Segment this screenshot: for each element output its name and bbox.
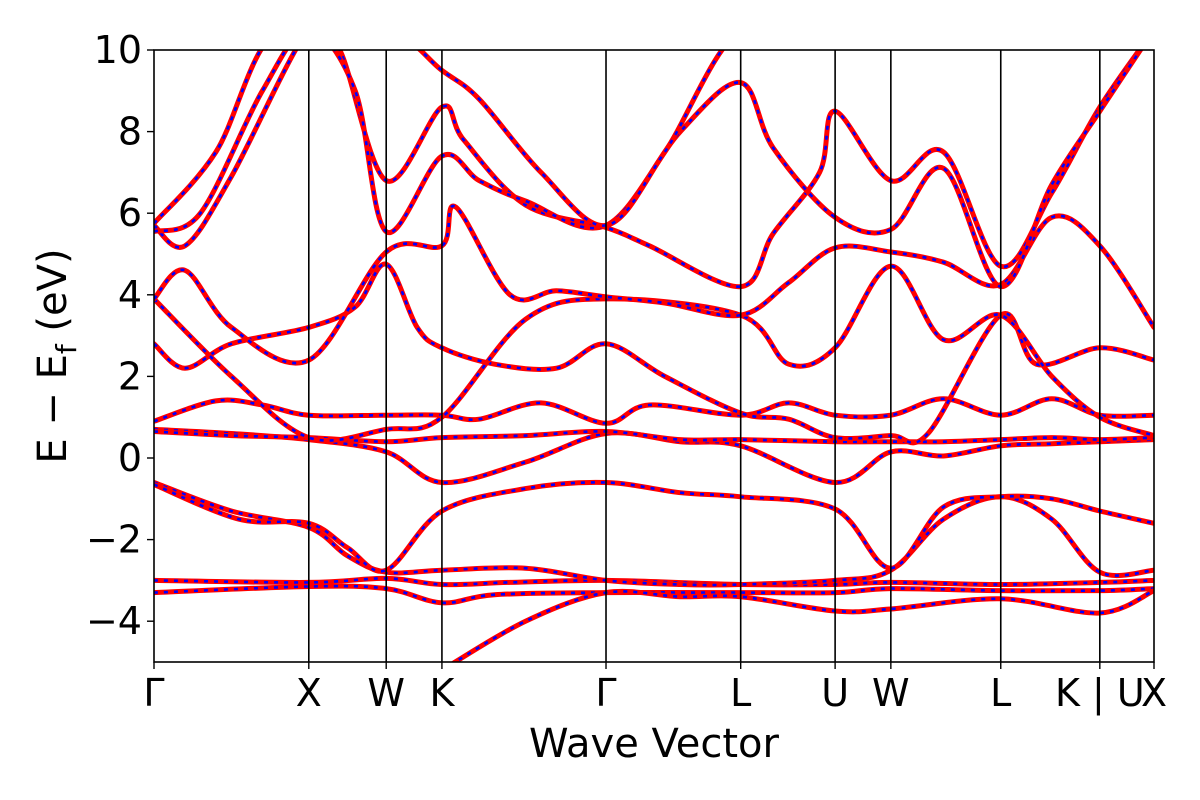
x-tick-label: Γ	[143, 671, 164, 715]
band-8-dashed-line	[154, 262, 1154, 445]
high-symmetry-lines	[307, 50, 1101, 662]
x-tick-label: K | U	[1055, 671, 1145, 716]
plot-frame	[153, 49, 1155, 663]
x-tick-label: W	[872, 671, 910, 715]
x-tick-label: K	[429, 671, 455, 715]
y-axis: −4 −2 0 2 4 6 8 10	[86, 28, 154, 643]
x-tick-label: Γ	[595, 671, 616, 715]
y-tick-label: 8	[118, 110, 142, 154]
band-5-dashed-line	[154, 428, 1154, 484]
y-axis-label-unit: (eV)	[30, 248, 76, 344]
band-11-dashed-line	[154, 50, 1141, 288]
y-tick-label: 10	[94, 28, 142, 72]
x-tick-label: U	[821, 671, 849, 715]
y-tick-label: −2	[86, 518, 142, 562]
x-tick-label: X	[296, 671, 322, 715]
band-10-dashed-line	[154, 204, 1154, 365]
x-tick-label: X	[1141, 671, 1167, 715]
y-tick-label: 4	[118, 273, 142, 317]
y-tick-label: −4	[86, 599, 142, 643]
x-axis-label: Wave Vector	[529, 721, 780, 767]
x-tick-label: L	[730, 671, 751, 715]
y-tick-label: 2	[118, 354, 142, 398]
band-9-dashed-line	[154, 264, 1154, 442]
y-tick-label: 0	[118, 436, 142, 480]
x-tick-label: L	[990, 671, 1011, 715]
y-axis-label-main: E − E	[30, 354, 76, 464]
band-3-dashed-line	[154, 481, 1154, 587]
y-axis-label-subscript: f	[50, 343, 83, 354]
band-1-dashed-line	[154, 584, 1154, 605]
x-tick-label: W	[367, 671, 405, 715]
y-tick-label: 6	[118, 191, 142, 235]
y-axis-label: E − Ef (eV)	[30, 248, 83, 463]
band-14-dashed-line	[452, 589, 1154, 662]
